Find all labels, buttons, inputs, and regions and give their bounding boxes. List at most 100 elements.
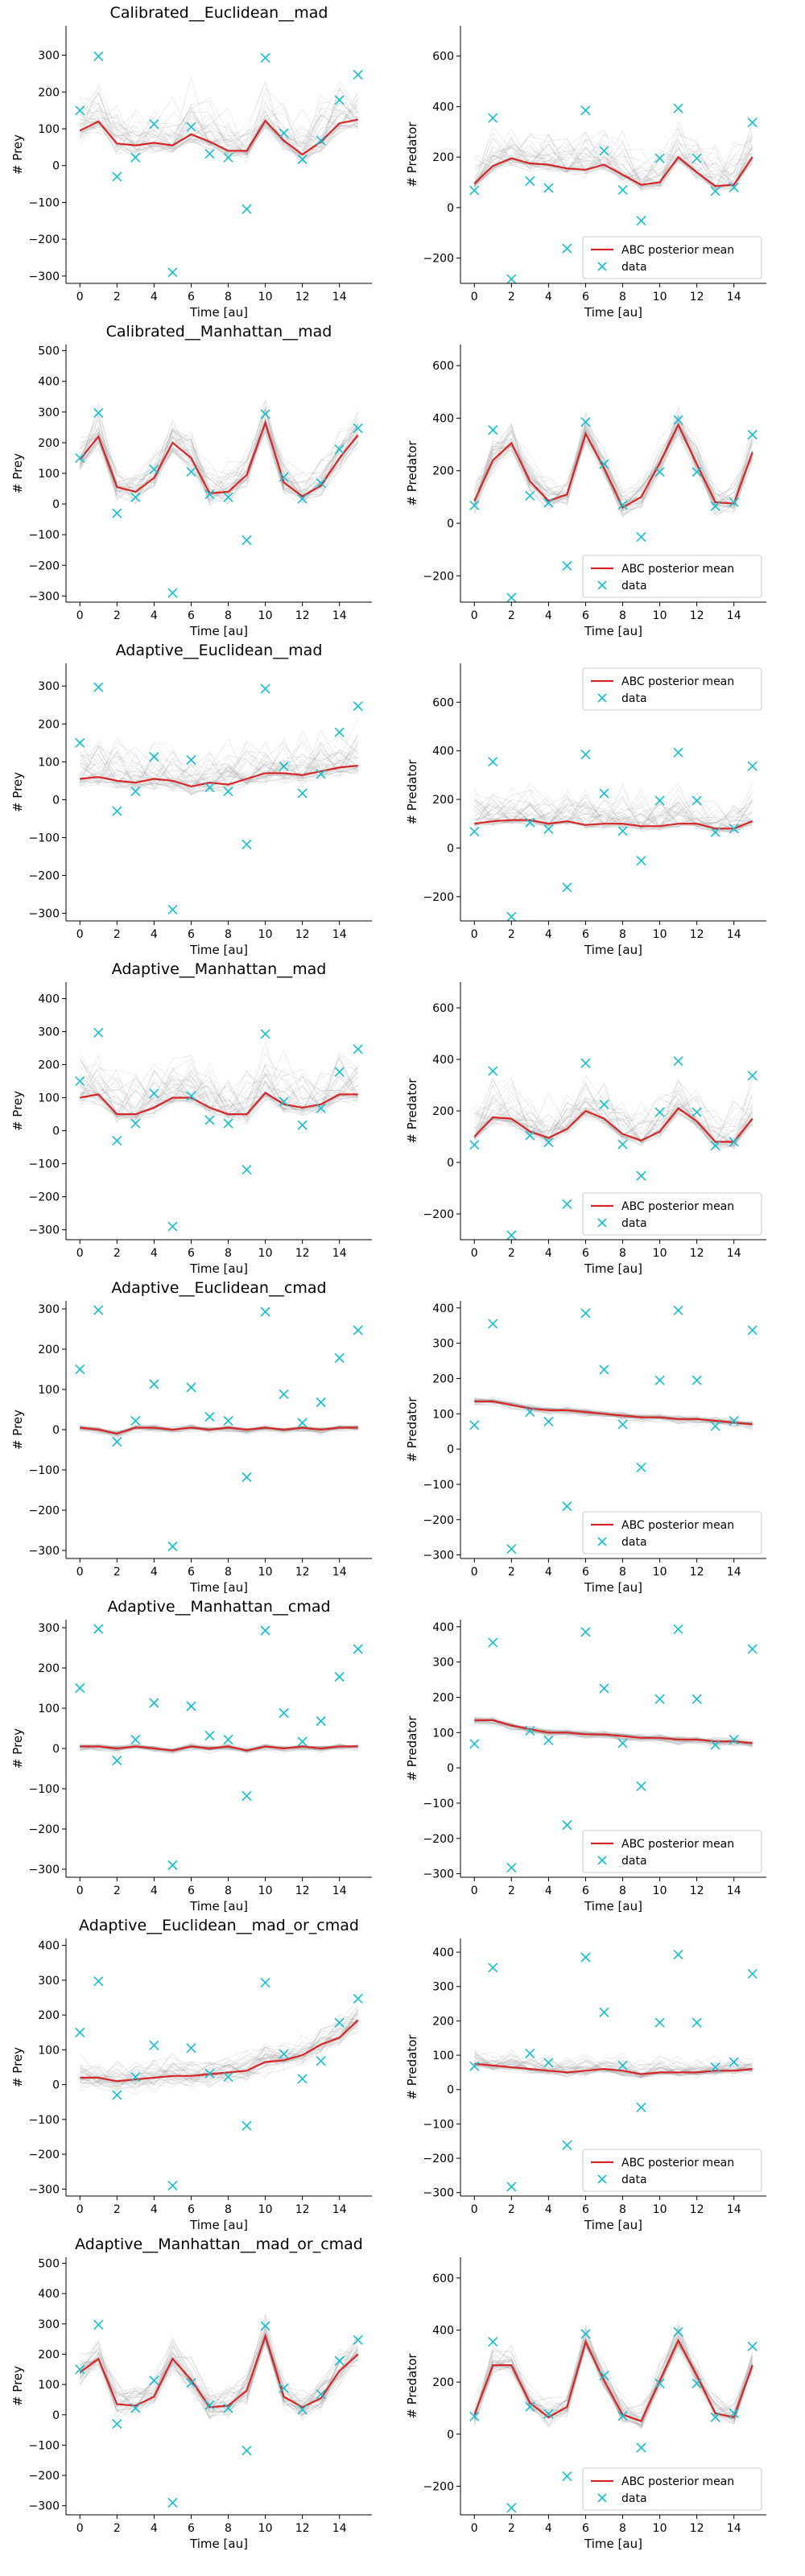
posterior-sample-line — [79, 421, 359, 502]
y-tick-label: 0 — [52, 2409, 60, 2422]
data-point-marker — [167, 1541, 178, 1552]
posterior-sample-line — [79, 425, 358, 497]
posterior-sample-line — [80, 1080, 358, 1113]
legend-data-label: data — [621, 692, 647, 705]
posterior-sample-line — [473, 789, 753, 830]
posterior-sample-line — [79, 407, 359, 506]
x-tick-label: 10 — [258, 609, 273, 622]
posterior-sample-line — [80, 747, 358, 796]
posterior-sample-line — [474, 1084, 753, 1145]
posterior-sample-line — [474, 788, 753, 833]
posterior-sample-line — [474, 134, 753, 191]
posterior-sample-line — [474, 1082, 753, 1141]
posterior-sample-line — [473, 1078, 753, 1152]
posterior-sample-line — [474, 794, 753, 831]
posterior-sample-line — [474, 795, 753, 828]
y-tick-label: 100 — [38, 1703, 60, 1715]
data-point-marker — [204, 1115, 215, 1125]
data-point-marker — [93, 1976, 104, 1987]
y-tick-label: 200 — [38, 1059, 60, 1072]
data-point-marker — [279, 1389, 289, 1400]
data-point-marker — [488, 1963, 498, 1973]
data-point-marker — [149, 464, 159, 475]
x-tick-label: 2 — [114, 1566, 121, 1579]
data-point-marker — [279, 2383, 289, 2393]
posterior-sample-line — [80, 749, 358, 791]
y-tick-label: 300 — [38, 680, 60, 693]
data-point-marker — [747, 118, 758, 128]
posterior-sample-line — [80, 87, 359, 156]
x-tick-label: 4 — [151, 928, 158, 941]
posterior-sample-line — [474, 2052, 753, 2075]
posterior-sample-line — [474, 799, 753, 832]
x-tick-label: 6 — [582, 2522, 589, 2535]
x-tick-label: 6 — [188, 291, 195, 303]
y-tick-label: 200 — [432, 1691, 454, 1704]
y-tick-label: −200 — [423, 1208, 454, 1221]
data-point-marker — [186, 1382, 196, 1393]
data-point-marker — [506, 592, 517, 602]
posterior-sample-line — [473, 2333, 753, 2425]
posterior-sample-line — [80, 2023, 358, 2087]
x-tick-label: 6 — [188, 2203, 195, 2216]
posterior-mean-line — [80, 1426, 358, 1435]
y-tick-label: 0 — [447, 202, 454, 215]
posterior-sample-line — [79, 2336, 359, 2412]
posterior-sample-line — [80, 1073, 358, 1121]
posterior-mean-line — [80, 1091, 358, 1116]
data-point-marker — [617, 500, 628, 510]
data-point-marker — [334, 444, 345, 455]
posterior-sample-line — [80, 762, 358, 786]
x-tick-label: 4 — [545, 1247, 552, 1260]
posterior-sample-line — [79, 754, 358, 787]
y-tick-label: 400 — [432, 1946, 454, 1959]
subplot-title: Calibrated__Euclidean__mad — [110, 4, 328, 22]
x-tick-label: 14 — [727, 1885, 741, 1897]
y-tick-label: −200 — [29, 233, 60, 246]
posterior-mean-line — [474, 2062, 753, 2075]
posterior-sample-line — [80, 98, 359, 153]
posterior-sample-line — [473, 420, 753, 515]
posterior-sample-line — [474, 142, 753, 188]
data-point-marker — [710, 501, 720, 511]
y-tick-label: −200 — [29, 559, 60, 572]
y-tick-label: 200 — [432, 1373, 454, 1385]
data-point-marker — [729, 1415, 739, 1426]
data-point-marker — [469, 185, 480, 196]
data-point-marker — [204, 1730, 215, 1741]
legend-box — [582, 1192, 762, 1236]
posterior-sample-line — [474, 1102, 753, 1146]
posterior-sample-line — [80, 751, 358, 789]
x-axis-label: Time [au] — [584, 2218, 642, 2232]
posterior-sample-line — [79, 2336, 359, 2413]
y-tick-label: −200 — [29, 2470, 60, 2483]
posterior-sample-line — [80, 2339, 358, 2412]
x-tick-label: 10 — [258, 2203, 273, 2216]
posterior-sample-line — [474, 788, 753, 830]
posterior-sample-line — [79, 417, 359, 502]
posterior-sample-line — [474, 806, 753, 831]
y-tick-label: −100 — [29, 1464, 60, 1477]
data-point-marker — [691, 2378, 702, 2388]
data-point-marker — [75, 452, 85, 464]
data-point-marker — [334, 727, 345, 737]
y-tick-label: −100 — [29, 196, 60, 209]
x-tick-label: 14 — [332, 2522, 347, 2535]
x-tick-label: 6 — [582, 291, 589, 303]
posterior-sample-line — [474, 1078, 753, 1146]
data-point-marker — [130, 492, 141, 502]
posterior-sample-line — [474, 1075, 753, 1146]
data-point-marker — [186, 754, 196, 766]
x-tick-label: 8 — [619, 1247, 626, 1260]
y-tick-label: 600 — [432, 2273, 454, 2285]
posterior-sample-line — [80, 735, 358, 793]
data-point-marker — [599, 1364, 609, 1375]
legend-box — [582, 2467, 762, 2511]
x-tick-label: 14 — [332, 2203, 347, 2216]
legend-box — [582, 1830, 762, 1873]
y-tick-label: 400 — [432, 101, 454, 114]
plot-area — [75, 1624, 363, 1871]
posterior-sample-line — [474, 1079, 753, 1148]
y-tick-label: −100 — [29, 832, 60, 844]
posterior-sample-line — [474, 427, 753, 512]
